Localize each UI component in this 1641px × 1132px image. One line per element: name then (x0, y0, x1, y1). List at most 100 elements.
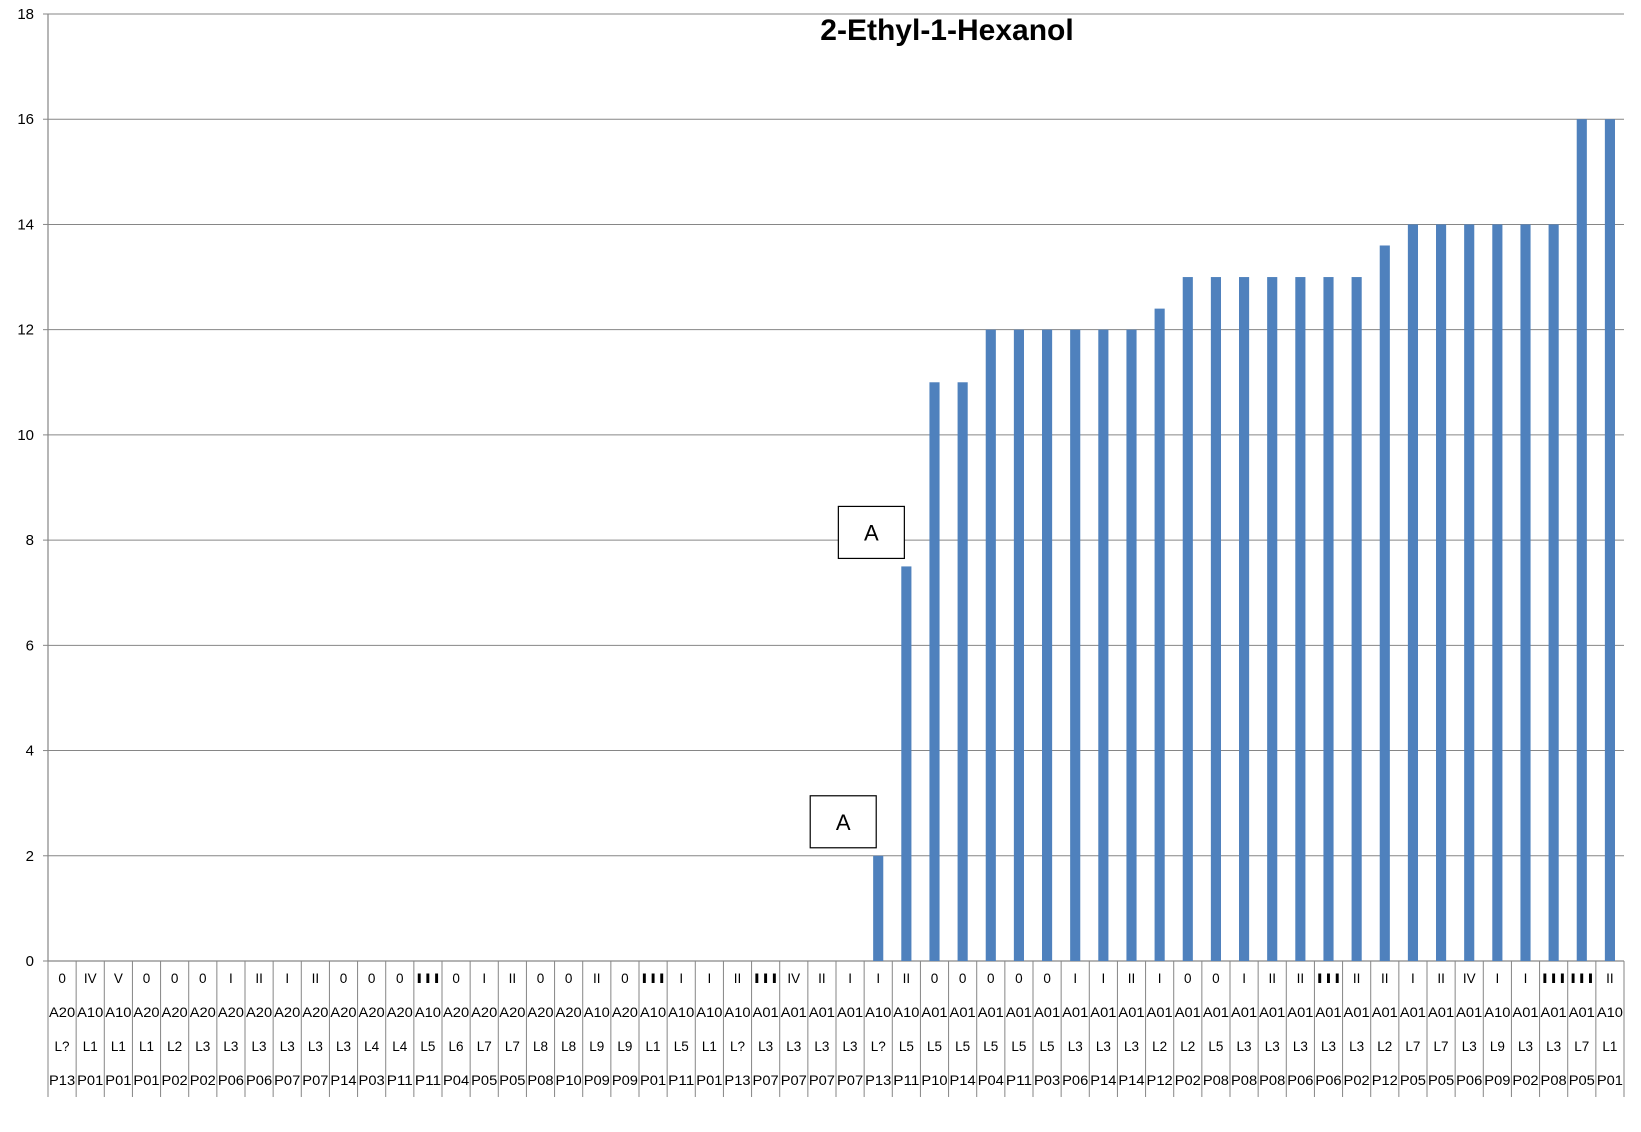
x-tick-label: 0 (959, 971, 967, 986)
x-tick-label: L3 (1462, 1039, 1477, 1054)
x-tick-label: A10 (640, 1005, 666, 1020)
x-tick-label: III (1569, 971, 1595, 986)
bar (1098, 329, 1109, 962)
x-tick-label: L5 (983, 1039, 998, 1054)
x-tick-label: A01 (1034, 1005, 1060, 1020)
bar (1267, 277, 1278, 961)
x-tick-label: A10 (105, 1005, 131, 1020)
x-tick-label: P11 (1006, 1073, 1032, 1088)
x-tick-label: P13 (865, 1073, 891, 1088)
x-tick-label: P01 (1597, 1073, 1623, 1088)
bar (929, 382, 940, 961)
x-tick-label: P03 (1034, 1073, 1060, 1088)
x-tick-label: I (707, 971, 711, 986)
x-tick-label: A20 (274, 1005, 300, 1020)
x-tick-label: A10 (668, 1005, 694, 1020)
x-tick-label: A20 (556, 1005, 582, 1020)
bar (1239, 277, 1250, 961)
x-tick-label: A01 (837, 1005, 863, 1020)
x-tick-label: P11 (668, 1073, 694, 1088)
x-tick-label: A10 (893, 1005, 919, 1020)
x-tick-label: A01 (753, 1005, 779, 1020)
x-tick-label: II (1437, 971, 1445, 986)
x-tick-label: I (1411, 971, 1415, 986)
x-tick-label: L3 (786, 1039, 801, 1054)
x-tick-label: P08 (527, 1073, 553, 1088)
x-tick-label: A01 (1062, 1005, 1088, 1020)
x-tick-label: L3 (1293, 1039, 1308, 1054)
x-tick-label: II (1128, 971, 1136, 986)
x-tick-label: 0 (58, 971, 66, 986)
x-tick-label: L3 (308, 1039, 323, 1054)
bar (1520, 224, 1531, 961)
x-tick-label: I (1495, 971, 1499, 986)
x-tick-label: L2 (167, 1039, 182, 1054)
bar (1604, 119, 1615, 961)
x-tick-label: L3 (758, 1039, 773, 1054)
x-tick-label: P06 (218, 1073, 244, 1088)
x-tick-label: L3 (843, 1039, 858, 1054)
x-tick-label: P14 (1118, 1073, 1145, 1088)
x-tick-label: V (114, 971, 123, 986)
x-tick-label: L4 (364, 1039, 380, 1054)
annotation-frame (809, 795, 877, 849)
annotation-frame (837, 505, 905, 560)
x-tick-label: A10 (584, 1005, 610, 1020)
x-tick-label: P02 (162, 1073, 188, 1088)
x-tick-label: L5 (899, 1039, 914, 1054)
bar (1351, 277, 1362, 961)
x-tick-label: 0 (1015, 971, 1023, 986)
x-tick-label: L3 (336, 1039, 351, 1054)
x-tick-label: I (1158, 971, 1162, 986)
x-tick-label: P05 (471, 1073, 497, 1088)
x-tick-label: A01 (1147, 1005, 1173, 1020)
y-tick-label: 4 (26, 743, 34, 760)
bar (1436, 224, 1447, 961)
bar (1042, 329, 1053, 962)
x-tick-label: P07 (302, 1073, 328, 1088)
bar (1492, 224, 1503, 961)
bar (1295, 277, 1306, 961)
x-tick-label: 0 (1043, 971, 1051, 986)
x-tick-label: L6 (449, 1039, 464, 1054)
x-tick-label: A10 (415, 1005, 441, 1020)
x-tick-label: L3 (223, 1039, 238, 1054)
x-tick-label: II (1381, 971, 1389, 986)
x-tick-label: 0 (1184, 971, 1192, 986)
x-tick-label: P09 (1484, 1073, 1510, 1088)
bar (985, 329, 996, 962)
bar (1126, 329, 1137, 962)
x-tick-label: L7 (1574, 1039, 1589, 1054)
bar (1548, 224, 1559, 961)
x-tick-label: I (679, 971, 683, 986)
annotation-box: A (809, 795, 877, 849)
x-tick-label: L3 (1096, 1039, 1111, 1054)
x-tick-label: III (753, 971, 779, 986)
x-tick-label: A10 (724, 1005, 750, 1020)
x-tick-label: L9 (589, 1039, 604, 1054)
x-tick-label: L3 (1546, 1039, 1561, 1054)
x-tick-label: A01 (1175, 1005, 1201, 1020)
y-tick-label: 14 (17, 216, 34, 233)
x-tick-label: P05 (1400, 1073, 1426, 1088)
x-tick-label: 0 (143, 971, 151, 986)
x-tick-label: III (1541, 971, 1567, 986)
x-tick-label: L3 (1349, 1039, 1364, 1054)
x-tick-label: P02 (1512, 1073, 1538, 1088)
bar (1070, 329, 1081, 962)
x-tick-label: A10 (865, 1005, 891, 1020)
x-tick-label: 0 (452, 971, 460, 986)
x-tick-label: II (1297, 971, 1305, 986)
x-tick-label: P14 (330, 1073, 357, 1088)
x-tick-label: L1 (1602, 1039, 1617, 1054)
x-tick-label: IV (1463, 971, 1476, 986)
bar (1154, 308, 1165, 962)
x-tick-label: II (1268, 971, 1276, 986)
category-table: 0 IV V 0 0 0 I II I II 0 0 0 III 0 I II 0 0 II 0 III I I II III IV… (47, 961, 1625, 1097)
y-tick-label: 12 (17, 322, 34, 339)
bar (873, 855, 884, 961)
x-tick-label: A01 (1118, 1005, 1144, 1020)
x-tick-label: I (876, 971, 880, 986)
x-tick-label: II (593, 971, 601, 986)
x-tick-label: L8 (561, 1039, 576, 1054)
